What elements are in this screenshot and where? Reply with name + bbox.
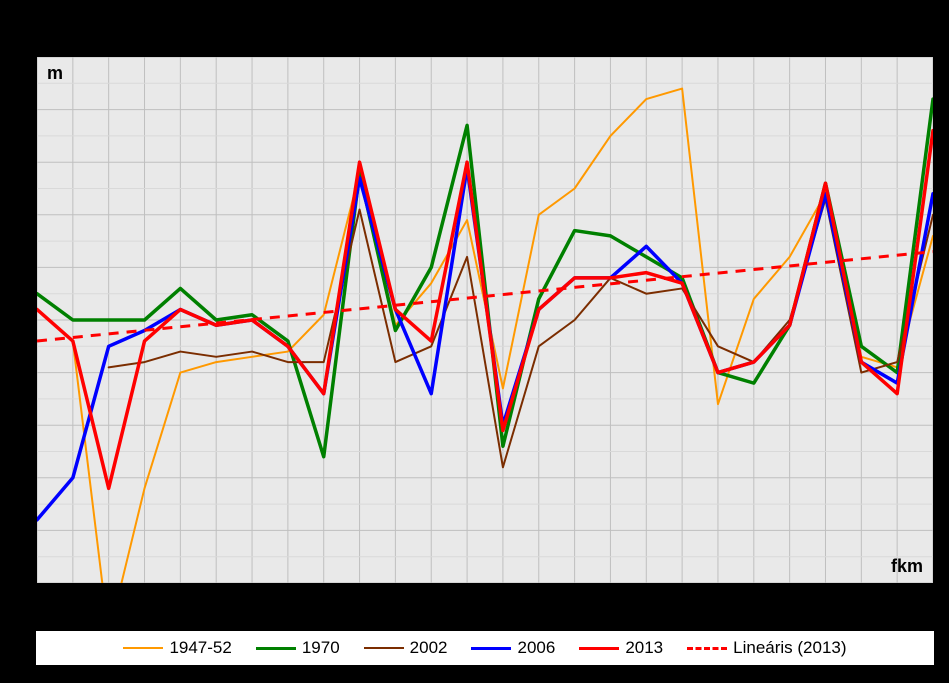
legend-label: 2002 xyxy=(410,638,448,658)
legend-label: 1947-52 xyxy=(169,638,231,658)
legend-swatch xyxy=(364,647,404,649)
legend-label: 2013 xyxy=(625,638,663,658)
legend-item: 1947-52 xyxy=(123,638,231,658)
legend-swatch xyxy=(256,647,296,650)
chart-container: m fkm 1947-52 1970 2002 2006 2013 Lineáris (2… xyxy=(0,0,949,683)
y-axis-label: m xyxy=(47,63,63,84)
legend-label: Lineáris (2013) xyxy=(733,638,846,658)
legend-swatch xyxy=(579,647,619,650)
legend-item: 1970 xyxy=(256,638,340,658)
plot-area: m fkm xyxy=(35,55,935,585)
legend-swatch xyxy=(123,647,163,649)
legend: 1947-52 1970 2002 2006 2013 Lineáris (2013) xyxy=(35,630,935,666)
legend-item: 2002 xyxy=(364,638,448,658)
x-axis-label: fkm xyxy=(891,556,923,577)
legend-swatch xyxy=(687,647,727,650)
legend-item: Lineáris (2013) xyxy=(687,638,846,658)
legend-swatch xyxy=(471,647,511,650)
legend-item: 2006 xyxy=(471,638,555,658)
legend-item: 2013 xyxy=(579,638,663,658)
legend-label: 1970 xyxy=(302,638,340,658)
legend-label: 2006 xyxy=(517,638,555,658)
plot-svg xyxy=(37,57,933,583)
